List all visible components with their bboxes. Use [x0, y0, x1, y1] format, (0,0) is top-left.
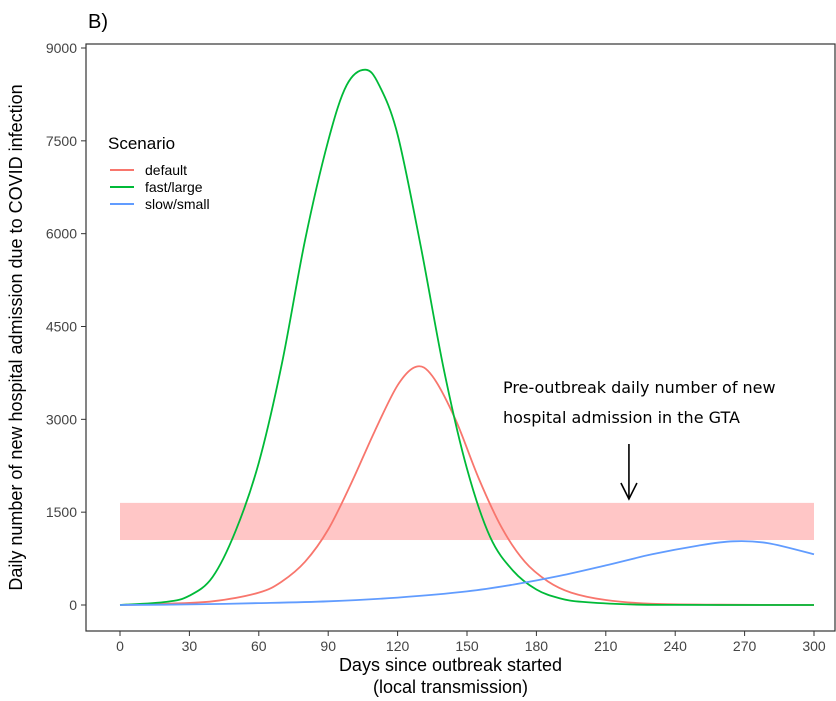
x-tick-label: 150 [455, 638, 479, 654]
y-axis-title: Daily number of new hospital admission d… [6, 84, 26, 590]
y-tick-label: 0 [69, 597, 77, 613]
x-tick-label: 60 [251, 638, 267, 654]
series-line-fast-large [119, 68, 815, 606]
x-tick-label: 300 [802, 638, 826, 654]
x-tick-label: 270 [733, 638, 757, 654]
y-tick-label: 1500 [46, 504, 77, 520]
x-axis-title-line-1: Days since outbreak started [339, 655, 562, 675]
annotation-text-line: hospital admission in the GTA [503, 408, 740, 427]
x-axis-title-line-2: (local transmission) [373, 677, 528, 697]
y-tick-label: 7500 [46, 133, 77, 149]
annotation-arrow-head [620, 482, 638, 501]
series-line-slow-small [119, 540, 815, 606]
annotation-text-line: Pre-outbreak daily number of new [503, 378, 776, 397]
legend-label: fast/large [145, 179, 203, 195]
x-tick-label: 180 [525, 638, 549, 654]
legend-label: slow/small [145, 196, 210, 212]
y-tick-label: 9000 [46, 40, 77, 56]
y-tick-label: 3000 [46, 411, 77, 427]
y-tick-label: 4500 [46, 319, 77, 335]
pre-outbreak-band [120, 502, 814, 541]
x-tick-label: 240 [664, 638, 688, 654]
panel-label: B) [88, 11, 108, 33]
x-tick-label: 0 [116, 638, 124, 654]
x-tick-label: 90 [320, 638, 336, 654]
plot-panel-border [85, 43, 836, 632]
x-tick-label: 210 [594, 638, 618, 654]
series-line-default [119, 365, 815, 606]
y-tick-label: 6000 [46, 226, 77, 242]
legend-label: default [145, 162, 187, 178]
x-tick-label: 30 [182, 638, 198, 654]
x-tick-label: 120 [386, 638, 410, 654]
legend-title: Scenario [108, 134, 175, 153]
